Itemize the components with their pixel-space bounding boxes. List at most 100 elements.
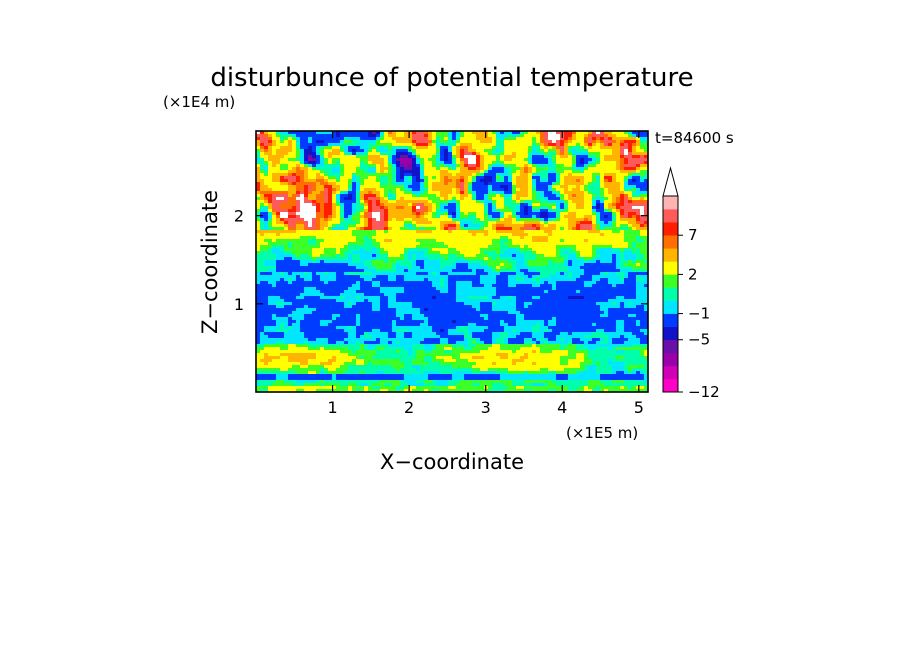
contour-cell <box>264 155 269 159</box>
contour-cell <box>336 239 341 243</box>
contour-cell <box>332 137 337 141</box>
contour-cell <box>640 263 645 267</box>
contour-cell <box>640 131 645 135</box>
contour-cell <box>480 278 485 282</box>
contour-cell <box>424 131 429 135</box>
contour-cell <box>620 131 625 135</box>
contour-cell <box>332 176 337 180</box>
contour-cell <box>476 221 481 225</box>
contour-cell <box>280 143 285 147</box>
contour-cell <box>552 194 557 198</box>
contour-cell <box>332 140 337 144</box>
contour-cell <box>292 212 297 216</box>
contour-cell <box>520 200 525 204</box>
contour-cell <box>508 191 513 195</box>
contour-cell <box>456 164 461 168</box>
contour-cell <box>628 233 633 237</box>
contour-cell <box>544 137 549 141</box>
contour-cell <box>412 215 417 219</box>
contour-cell <box>316 224 321 228</box>
contour-cell <box>500 185 505 189</box>
contour-cell <box>424 197 429 201</box>
contour-cell <box>364 212 369 216</box>
contour-cell <box>620 245 625 249</box>
contour-cell <box>612 167 617 171</box>
contour-cell <box>468 167 473 171</box>
contour-cell <box>356 230 361 234</box>
contour-cell <box>616 167 621 171</box>
contour-cell <box>484 242 489 246</box>
contour-cell <box>340 149 345 153</box>
contour-cell <box>436 209 441 213</box>
contour-cell <box>504 221 509 225</box>
contour-cell <box>496 260 501 264</box>
contour-cell <box>316 230 321 234</box>
contour-cell <box>428 194 433 198</box>
contour-cell <box>500 230 505 234</box>
contour-cell <box>472 221 477 225</box>
contour-cell <box>260 251 265 255</box>
contour-cell <box>360 245 365 249</box>
contour-cell <box>424 167 429 171</box>
contour-cell <box>272 209 277 213</box>
contour-cell <box>396 242 401 246</box>
contour-cell <box>448 239 453 243</box>
contour-cell <box>592 164 597 168</box>
contour-cell <box>308 152 313 156</box>
contour-cell <box>596 242 601 246</box>
contour-cell <box>520 143 525 147</box>
contour-cell <box>564 272 569 276</box>
contour-cell <box>528 203 533 207</box>
contour-cell <box>576 161 581 165</box>
contour-cell <box>576 137 581 141</box>
contour-cell <box>260 185 265 189</box>
contour-cell <box>536 263 541 267</box>
contour-cell <box>632 227 637 231</box>
contour-cell <box>556 197 561 201</box>
contour-cell <box>612 245 617 249</box>
contour-cell <box>352 188 357 192</box>
contour-cell <box>564 182 569 186</box>
contour-cell <box>448 146 453 150</box>
contour-cell <box>604 200 609 204</box>
contour-cell <box>552 155 557 159</box>
contour-cell <box>348 197 353 201</box>
contour-cell <box>468 155 473 159</box>
contour-cell <box>408 182 413 186</box>
contour-cell <box>360 278 365 282</box>
contour-cell <box>352 203 357 207</box>
contour-cell <box>484 182 489 186</box>
contour-cell <box>512 158 517 162</box>
contour-cell <box>344 239 349 243</box>
contour-cell <box>416 245 421 249</box>
contour-cell <box>336 170 341 174</box>
contour-cell <box>608 179 613 183</box>
contour-cell <box>324 191 329 195</box>
contour-cell <box>400 230 405 234</box>
contour-cell <box>492 176 497 180</box>
contour-cell <box>328 140 333 144</box>
contour-cell <box>440 134 445 138</box>
contour-cell <box>472 200 477 204</box>
contour-cell <box>560 245 565 249</box>
contour-cell <box>276 212 281 216</box>
contour-cell <box>572 212 577 216</box>
contour-cell <box>272 134 277 138</box>
contour-cell <box>568 149 573 153</box>
contour-cell <box>268 167 273 171</box>
contour-cell <box>408 242 413 246</box>
contour-cell <box>588 140 593 144</box>
contour-cell <box>604 275 609 279</box>
contour-cell <box>436 227 441 231</box>
contour-cell <box>520 176 525 180</box>
contour-cell <box>624 269 629 273</box>
contour-cell <box>268 203 273 207</box>
contour-cell <box>516 143 521 147</box>
contour-cell <box>440 182 445 186</box>
contour-cell <box>292 191 297 195</box>
contour-cell <box>452 248 457 252</box>
contour-cell <box>488 143 493 147</box>
contour-cell <box>624 260 629 264</box>
contour-cell <box>508 209 513 213</box>
contour-cell <box>460 167 465 171</box>
